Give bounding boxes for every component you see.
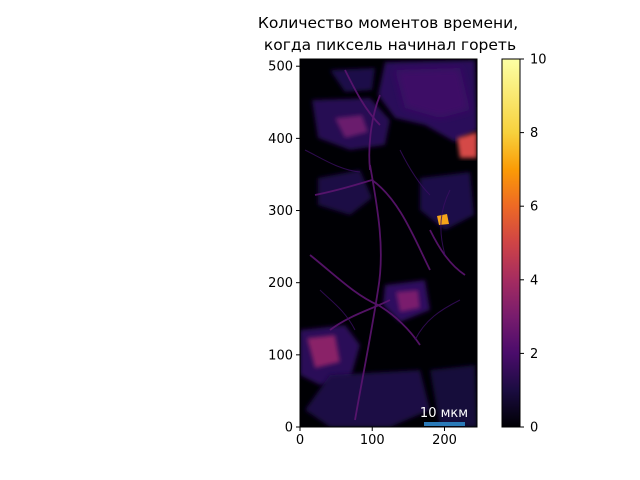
x-tick-label: 200 — [432, 433, 457, 448]
x-tick-label: 100 — [360, 433, 385, 448]
chart-title-line-2: когда пиксель начинал гореть — [264, 36, 516, 54]
colorbar-tick-label: 8 — [530, 126, 538, 141]
x-tick-label: 0 — [296, 433, 304, 448]
y-tick-label: 0 — [285, 421, 293, 436]
scale-bar — [424, 422, 465, 426]
y-tick-label: 300 — [268, 204, 293, 219]
colorbar-tick-label: 10 — [530, 53, 547, 68]
chart-title-line-1: Количество моментов времени, — [258, 14, 518, 32]
axis-ticks: 0 100 200 0 100 200 300 400 500 — [268, 60, 457, 448]
y-tick-label: 200 — [268, 276, 293, 291]
y-tick-label: 100 — [268, 348, 293, 363]
colorbar-ticks: 0 2 4 6 8 10 — [520, 53, 547, 436]
colorbar-tick-label: 0 — [530, 421, 538, 436]
colorbar — [501, 58, 521, 428]
colorbar-tick-label: 2 — [530, 347, 538, 362]
colorbar-tick-label: 4 — [530, 273, 538, 288]
y-tick-label: 500 — [268, 60, 293, 75]
heatmap-image — [300, 59, 477, 427]
scale-bar-label: 10 мкм — [420, 406, 468, 421]
colorbar-tick-label: 6 — [530, 200, 538, 215]
y-tick-label: 400 — [268, 132, 293, 147]
plot-frame — [299, 58, 478, 428]
